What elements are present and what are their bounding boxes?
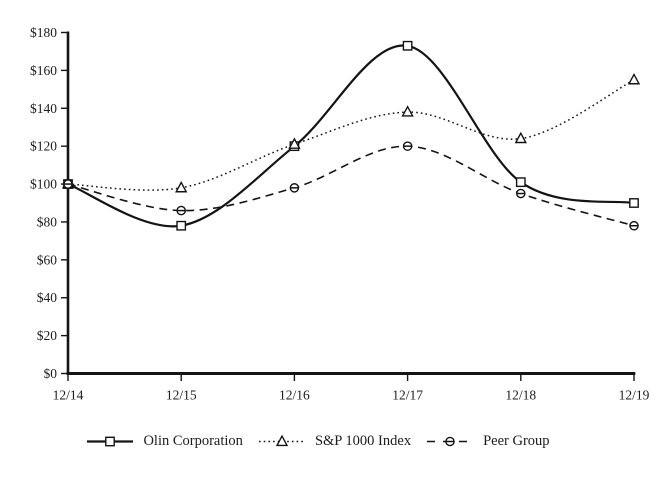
series-marker-olin-corporation [629, 198, 639, 208]
legend-marker-triangle [275, 434, 289, 447]
series-marker-s-p-1000-index [175, 180, 188, 193]
legend-swatch-olin-corporation [87, 436, 134, 447]
series-marker-olin-corporation [515, 177, 526, 188]
legend-item-olin-corporation: Olin Corporation [86, 433, 243, 450]
legend-marker-square [105, 436, 116, 447]
x-axis-label: 12/15 [166, 388, 197, 403]
x-axis-label: 12/17 [392, 388, 423, 403]
y-axis-label: $100 [30, 177, 57, 192]
x-axis-label: 12/14 [53, 388, 84, 403]
y-axis-label: $0 [44, 366, 58, 381]
series-marker-s-p-1000-index [288, 137, 301, 149]
series-marker-s-p-1000-index [514, 131, 527, 144]
y-axis-label: $20 [37, 328, 58, 343]
series-line-s-p-1000-index [67, 79, 635, 191]
y-axis-label: $80 [37, 214, 58, 229]
legend-label-s-p-1000-index: S&P 1000 Index [314, 433, 412, 449]
series-marker-s-p-1000-index [401, 105, 414, 117]
legend-swatch-peer-group [427, 436, 474, 447]
y-axis-label: $180 [30, 25, 57, 40]
y-axis-label: $120 [30, 139, 57, 154]
y-axis-label: $160 [30, 63, 57, 78]
chart-legend: Olin Corporation S&P 1000 Index Peer Group [0, 433, 666, 450]
series-marker-olin-corporation [402, 40, 413, 51]
legend-label-olin-corporation: Olin Corporation [143, 433, 243, 449]
series-marker-s-p-1000-index [627, 72, 641, 85]
legend-item-s-p-1000-index: S&P 1000 Index [258, 433, 411, 450]
series-line-peer-group [67, 145, 635, 227]
x-axis-label: 12/19 [619, 388, 650, 403]
legend-label-peer-group: Peer Group [483, 433, 550, 449]
legend-swatch-s-p-1000-index [258, 434, 305, 447]
performance-line-chart: $0 $20 $40 $60 $80 $100 $120 $140 $160 $180 12/14 1… [30, 25, 650, 403]
x-axis-label: 12/16 [279, 388, 310, 403]
legend-item-peer-group: Peer Group [426, 433, 550, 450]
series-line-olin-corporation [67, 44, 635, 228]
y-axis-label: $60 [37, 252, 58, 267]
x-axis-label: 12/18 [505, 388, 536, 403]
y-axis-label: $40 [37, 290, 58, 305]
y-axis-label: $140 [30, 101, 57, 116]
series-marker-olin-corporation [176, 220, 187, 231]
